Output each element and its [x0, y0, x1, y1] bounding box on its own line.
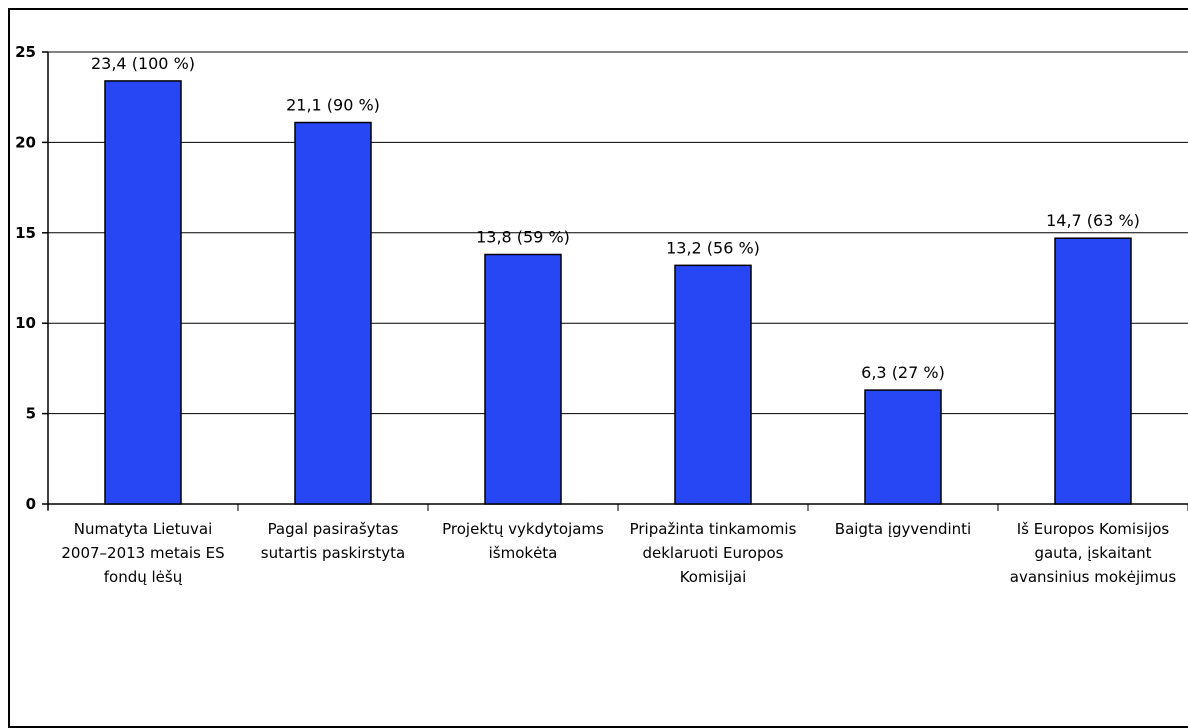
x-category-label: Pagal pasirašytas sutartis paskirstyta	[261, 520, 405, 562]
x-category-label-line: Numatyta Lietuvai	[74, 520, 213, 538]
x-category-label: Projektų vykdytojams išmokėta	[442, 520, 604, 562]
x-category-label-line: Projektų vykdytojams	[442, 520, 604, 538]
x-category-label-line: avansinius mokėjimus	[1010, 568, 1177, 586]
x-category-label-line: fondų lėšų	[104, 568, 183, 586]
y-tick-label: 10	[15, 314, 36, 332]
bar	[864, 389, 942, 505]
x-category-label: Iš Europos Komisijos gauta, įskaitant avan…	[1010, 520, 1177, 586]
data-label: 13,2 (56 %)	[666, 238, 760, 257]
data-label: 21,1 (90 %)	[286, 96, 380, 115]
x-category-label-line: Komisijai	[680, 568, 747, 586]
x-category-label: Baigta įgyvendinti	[835, 520, 971, 538]
data-label: 23,4 (100 %)	[91, 54, 195, 73]
x-category-label-line: Iš Europos Komisijos	[1017, 520, 1170, 538]
bar	[294, 121, 372, 505]
bar	[1054, 237, 1132, 505]
x-category-label: Numatyta Lietuvai 2007–2013 metais ES fond…	[61, 520, 224, 586]
data-label: 6,3 (27 %)	[861, 363, 945, 382]
x-category-label-line: išmokėta	[489, 544, 558, 562]
x-category-label-line: Pagal pasirašytas	[268, 520, 399, 538]
y-tick-label: 15	[15, 224, 36, 242]
bar	[674, 264, 752, 505]
x-category-label-line: sutartis paskirstyta	[261, 544, 405, 562]
x-category-label-line: gauta, įskaitant	[1034, 544, 1151, 562]
data-label: 13,8 (59 %)	[476, 227, 570, 246]
bar	[104, 80, 182, 505]
x-category-label-line: Pripažinta tinkamomis	[630, 520, 797, 538]
bar	[484, 253, 562, 505]
bar-chart: 0 5 10 15 20 25 23,4 (100 %) Numatyta Lietuvai 2…	[15, 43, 1188, 586]
x-category-label-line: deklaruoti Europos	[643, 544, 784, 562]
x-category-label-line: 2007–2013 metais ES	[61, 544, 224, 562]
y-tick-label: 25	[15, 43, 36, 61]
x-category-label-line: Baigta įgyvendinti	[835, 520, 971, 538]
x-category-label: Pripažinta tinkamomis deklaruoti Europos K…	[630, 520, 797, 586]
y-tick-label: 5	[26, 405, 36, 423]
data-label: 14,7 (63 %)	[1046, 211, 1140, 230]
y-tick-label: 20	[15, 133, 36, 151]
y-tick-label: 0	[26, 495, 36, 513]
